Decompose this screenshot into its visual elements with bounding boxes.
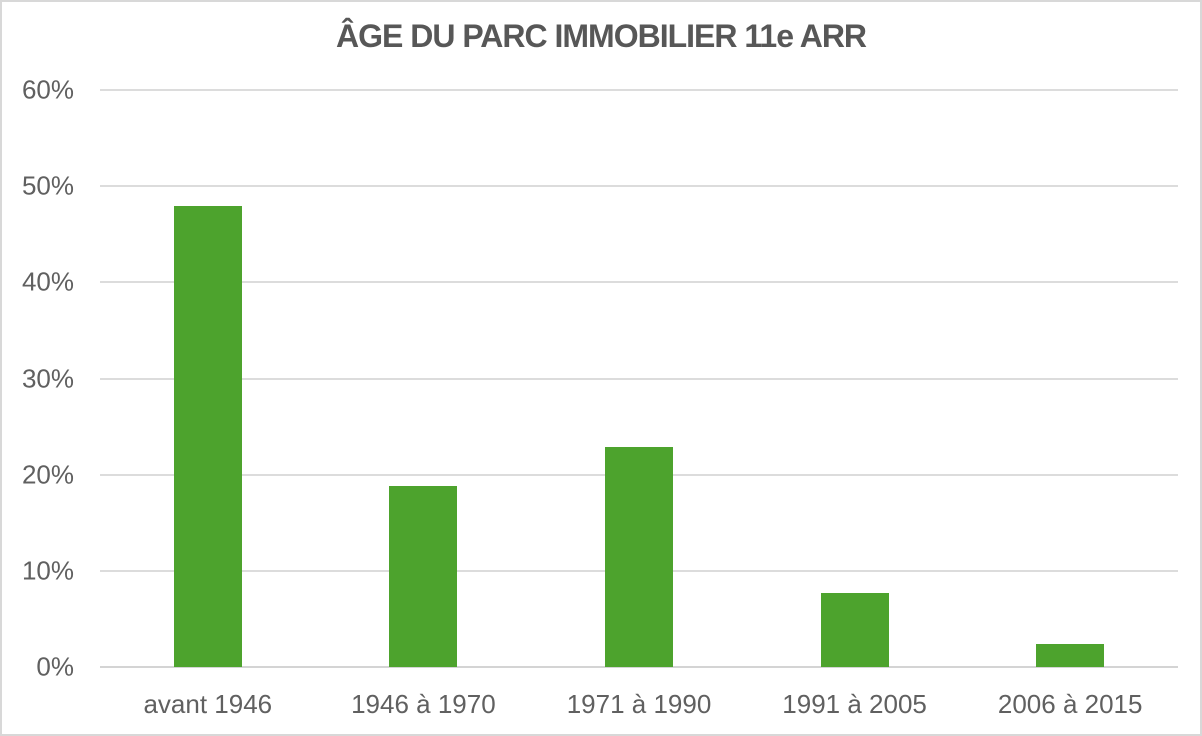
chart-title: ÂGE DU PARC IMMOBILIER 11e ARR <box>335 18 867 54</box>
bar <box>389 486 458 667</box>
gridline <box>100 281 1178 284</box>
x-axis-line <box>100 666 1178 668</box>
y-axis-tick-label: 0% <box>36 651 74 682</box>
y-axis-tick-label: 50% <box>21 170 74 201</box>
bar <box>820 592 889 667</box>
x-axis-tick-label: 1991 à 2005 <box>782 689 927 719</box>
x-axis-tick-label: avant 1946 <box>143 689 273 719</box>
x-axis-tick-label: 2006 à 2015 <box>997 689 1143 719</box>
bar <box>173 206 242 667</box>
x-axis-tick-label: 1946 à 1970 <box>351 689 496 719</box>
y-axis-tick-label: 60% <box>21 74 74 105</box>
plot-area <box>100 89 1178 668</box>
gridline <box>100 377 1178 380</box>
y-axis-tick-label: 10% <box>21 555 74 586</box>
y-axis-tick-label: 30% <box>21 363 74 393</box>
x-axis-tick-label: 1971 à 1990 <box>566 689 712 719</box>
y-axis-tick-label: 20% <box>21 459 74 490</box>
gridline <box>100 185 1178 188</box>
y-axis: 0% 10% 20% 30% 40% 50% 60% <box>0 75 74 682</box>
bar <box>605 446 673 667</box>
gridline <box>100 89 1178 91</box>
y-axis-tick-label: 40% <box>21 266 74 297</box>
bar <box>1036 643 1105 667</box>
x-axis: avant 1946 1946 à 1970 1971 à 1990 1991 à 2… <box>100 667 1178 727</box>
